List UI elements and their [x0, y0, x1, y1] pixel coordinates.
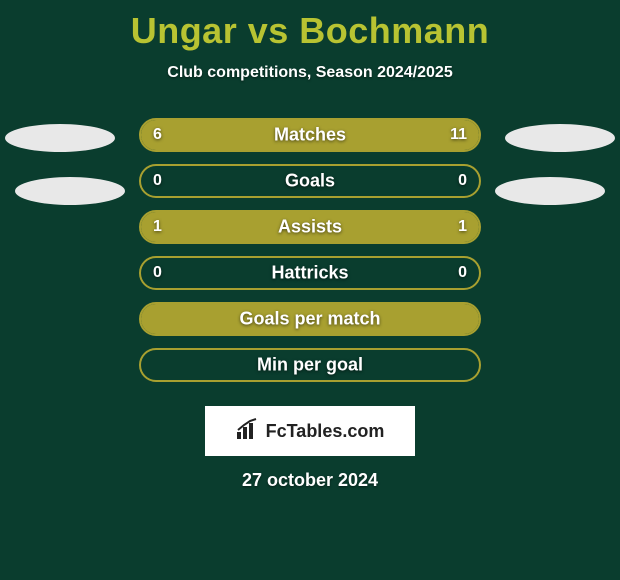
stat-label: Matches [274, 125, 346, 146]
stat-label: Hattricks [271, 263, 348, 284]
logo-text: FcTables.com [266, 421, 385, 442]
stat-row: Goals per match [0, 296, 620, 342]
stat-label: Assists [278, 217, 342, 238]
stat-value-left: 6 [153, 126, 162, 144]
stat-bar: Min per goal [139, 348, 481, 382]
stat-bar: Matches 6 11 [139, 118, 481, 152]
stat-bar: Hattricks 0 0 [139, 256, 481, 290]
stat-value-right: 0 [458, 264, 467, 282]
stat-bar: Goals per match [139, 302, 481, 336]
stat-value-right: 1 [458, 218, 467, 236]
stat-value-right: 11 [450, 126, 467, 144]
stat-row: Goals 0 0 [0, 158, 620, 204]
stat-value-left: 0 [153, 264, 162, 282]
logo-box: FcTables.com [205, 406, 415, 456]
stat-label: Goals [285, 171, 335, 192]
stats-chart: Matches611Goals00Assists11Hattricks00Goa… [0, 112, 620, 388]
stat-row: Assists 1 1 [0, 204, 620, 250]
date-label: 27 october 2024 [0, 470, 620, 491]
stat-label: Min per goal [257, 355, 363, 376]
stat-row: Min per goal [0, 342, 620, 388]
stat-bar: Assists 1 1 [139, 210, 481, 244]
stat-bar: Goals 0 0 [139, 164, 481, 198]
stat-row: Hattricks 0 0 [0, 250, 620, 296]
stat-value-left: 1 [153, 218, 162, 236]
stat-label: Goals per match [239, 309, 380, 330]
stat-value-left: 0 [153, 172, 162, 190]
stat-value-right: 0 [458, 172, 467, 190]
subtitle: Club competitions, Season 2024/2025 [0, 64, 620, 82]
page-title: Ungar vs Bochmann [0, 0, 620, 52]
stat-row: Matches 6 11 [0, 112, 620, 158]
chart-icon [236, 418, 260, 445]
